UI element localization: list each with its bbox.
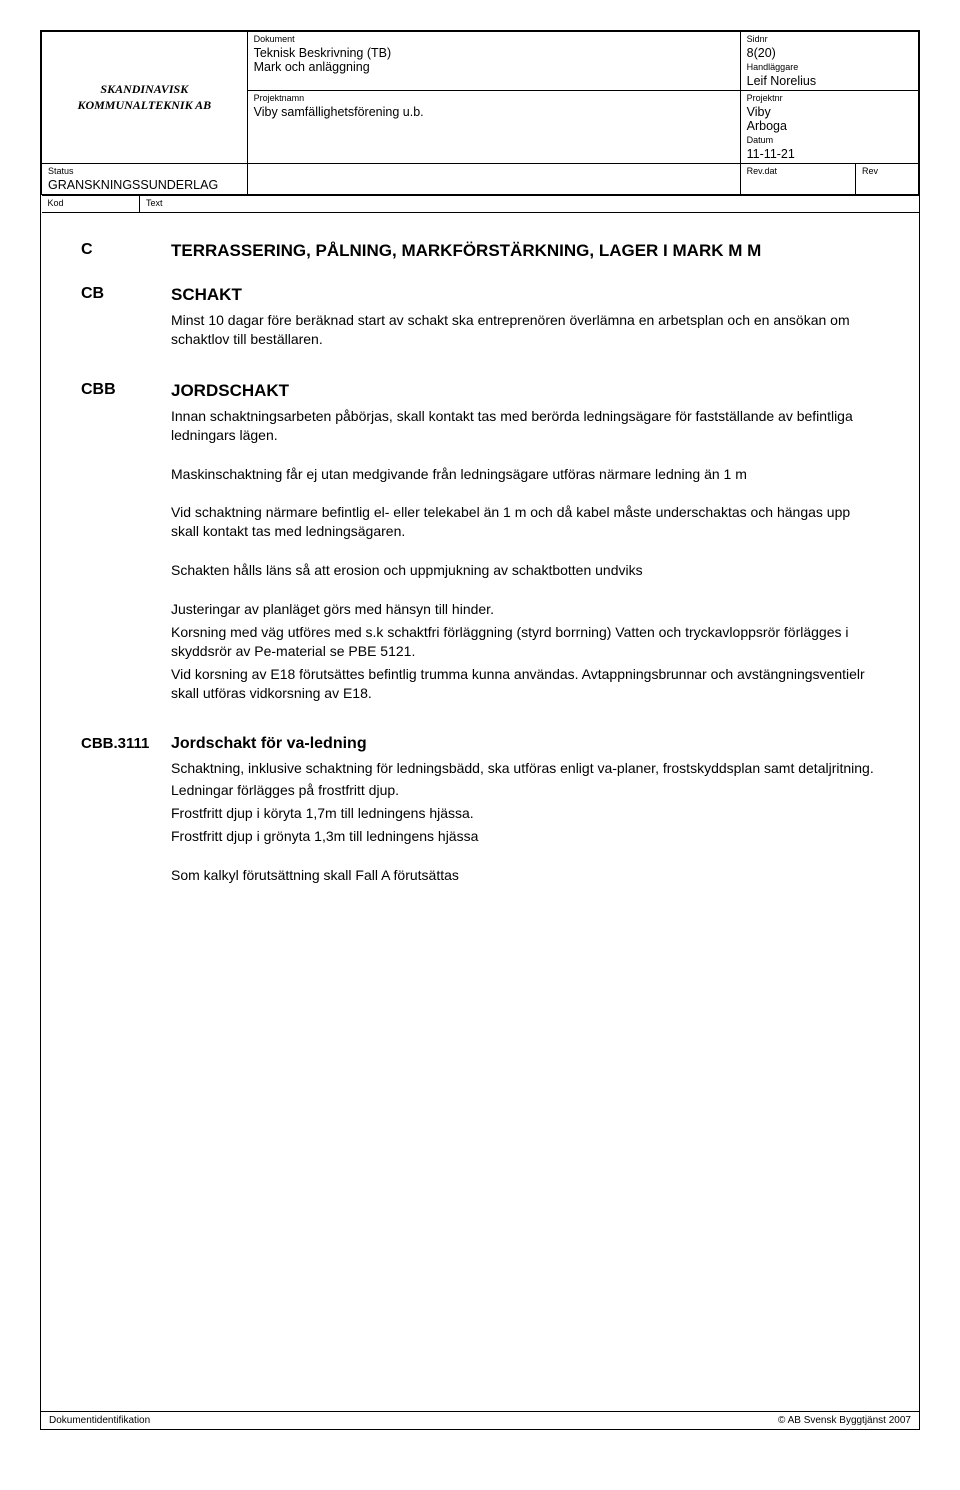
dokument-cell: Dokument Teknisk Beskrivning (TB) Mark o…	[247, 32, 740, 91]
projektnamn-label: Projektnamn	[254, 93, 734, 103]
rev-cell: Rev	[856, 164, 919, 195]
projektnr-cell: Projektnr Viby Arboga Datum 11-11-21	[740, 91, 918, 164]
sidnr-label: Sidnr	[747, 34, 912, 44]
cbb3111-p4: Frostfritt djup i grönyta 1,3m till ledn…	[171, 827, 879, 846]
handlaggare-label: Handläggare	[747, 62, 912, 72]
title-c: TERRASSERING, PÅLNING, MARKFÖRSTÄRKNING,…	[171, 241, 879, 261]
status-label: Status	[48, 166, 241, 176]
code-cbb3111: CBB.3111	[81, 735, 171, 885]
projektnr-value1: Viby	[747, 105, 771, 119]
company-cell: SKANDINAVISK KOMMUNALTEKNIK AB	[42, 32, 248, 164]
cbb3111-p5: Som kalkyl förutsättning skall Fall A fö…	[171, 866, 879, 885]
cbb-p1: Innan schaktningsarbeten påbörjas, skall…	[171, 407, 879, 445]
title-cbb: JORDSCHAKT	[171, 381, 879, 401]
section-cbb3111: CBB.3111 Jordschakt för va-ledning Schak…	[81, 735, 879, 885]
revdat-label: Rev.dat	[747, 166, 849, 176]
footer-right: © AB Svensk Byggtjänst 2007	[778, 1415, 911, 1426]
section-cbb: CBB JORDSCHAKT Innan schaktningsarbeten …	[81, 381, 879, 703]
projektnr-value2: Arboga	[747, 119, 787, 133]
cbb-p7: Vid korsning av E18 förutsättes befintli…	[171, 665, 879, 703]
sidnr-handlaggare-cell: Sidnr 8(20) Handläggare Leif Norelius	[740, 32, 918, 91]
kod-label: Kod	[48, 198, 134, 208]
title-cb: SCHAKT	[171, 285, 879, 305]
status-cell: Status GRANSKNINGSSUNDERLAG	[42, 164, 248, 195]
section-c: C TERRASSERING, PÅLNING, MARKFÖRSTÄRKNIN…	[81, 241, 879, 267]
empty-mid-cell	[247, 164, 740, 195]
text-label: Text	[146, 198, 913, 208]
datum-value: 11-11-21	[747, 147, 795, 161]
revdat-cell: Rev.dat	[740, 164, 855, 195]
cbb-p4: Schakten hålls läns så att erosion och u…	[171, 561, 879, 580]
company-line2: KOMMUNALTEKNIK AB	[77, 98, 211, 112]
text-cell: Text	[140, 196, 919, 213]
footer-left: Dokumentidentifikation	[49, 1415, 150, 1426]
cbb-p3: Vid schaktning närmare befintlig el- ell…	[171, 503, 879, 541]
cbb-p6: Korsning med väg utföres med s.k schaktf…	[171, 623, 879, 661]
datum-label: Datum	[747, 135, 912, 145]
code-cb: CB	[81, 285, 171, 349]
projektnamn-value: Viby samfällighetsförening u.b.	[254, 105, 424, 119]
dokument-label: Dokument	[254, 34, 734, 44]
code-c: C	[81, 241, 171, 267]
handlaggare-value: Leif Norelius	[747, 74, 816, 88]
cbb-p5: Justeringar av planläget görs med hänsyn…	[171, 600, 879, 619]
cbb3111-p1: Schaktning, inklusive schaktning för led…	[171, 759, 879, 778]
projektnr-label: Projektnr	[747, 93, 912, 103]
cbb-p2: Maskinschaktning får ej utan medgivande …	[171, 465, 879, 484]
status-value: GRANSKNINGSSUNDERLAG	[48, 178, 218, 192]
kod-text-row: Kod Text	[42, 195, 919, 214]
section-cb: CB SCHAKT Minst 10 dagar före beräknad s…	[81, 285, 879, 349]
cb-p1: Minst 10 dagar före beräknad start av sc…	[171, 311, 879, 349]
content-area: C TERRASSERING, PÅLNING, MARKFÖRSTÄRKNIN…	[41, 213, 919, 923]
cbb3111-p2: Ledningar förlägges på frostfritt djup.	[171, 781, 879, 800]
code-cbb: CBB	[81, 381, 171, 703]
dokument-value2: Mark och anläggning	[254, 60, 370, 74]
title-cbb3111: Jordschakt för va-ledning	[171, 735, 879, 753]
page-frame: SKANDINAVISK KOMMUNALTEKNIK AB Dokument …	[40, 30, 920, 1430]
page-footer: Dokumentidentifikation © AB Svensk Byggt…	[41, 1411, 919, 1429]
document-header-table: SKANDINAVISK KOMMUNALTEKNIK AB Dokument …	[41, 31, 919, 213]
company-line1: SKANDINAVISK	[100, 82, 188, 96]
projektnamn-cell: Projektnamn Viby samfällighetsförening u…	[247, 91, 740, 164]
dokument-value1: Teknisk Beskrivning (TB)	[254, 46, 392, 60]
rev-label: Rev	[862, 166, 912, 176]
kod-cell: Kod	[42, 196, 140, 213]
cbb3111-p3: Frostfritt djup i köryta 1,7m till ledni…	[171, 804, 879, 823]
sidnr-value: 8(20)	[747, 46, 776, 60]
